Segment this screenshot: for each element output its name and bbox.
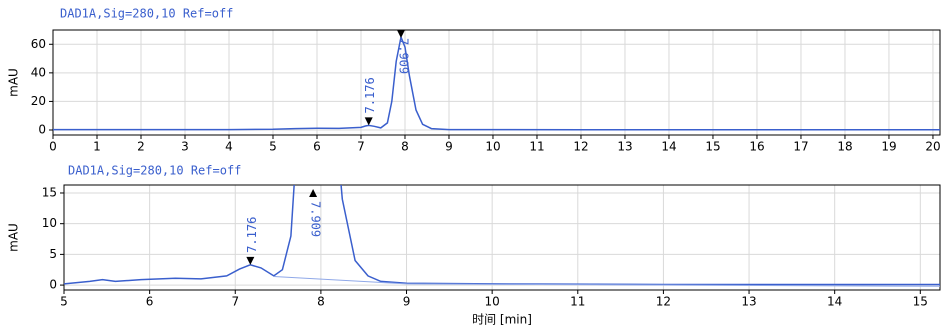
x-tick-label: 12 [573,140,588,154]
y-tick-label: 5 [49,247,57,261]
x-tick-label: 5 [269,140,277,154]
plot-frame [63,184,941,291]
x-tick-label: 10 [485,295,500,309]
x-tick-label: 3 [181,140,189,154]
x-tick-label: 15 [705,140,720,154]
peak-marker [246,256,255,265]
x-tick-label: 15 [913,295,928,309]
y-tick-label: 0 [38,123,46,137]
y-axis-label: mAU [7,68,21,97]
y-tick-label: 60 [31,37,46,51]
x-tick-label: 0 [49,140,57,154]
x-axis-label: 时间 [min] [472,313,532,327]
x-tick-label: 4 [225,140,233,154]
peak-label: 7.909 [396,38,410,74]
chart-title: DAD1A,Sig=280,10 Ref=off [60,7,233,21]
chart-panel: DAD1A,Sig=280,10 Ref=off mAU 时间 [min] 5 6 7 8 9… [7,164,941,327]
peak-marker [396,30,405,38]
peak-label: 7.176 [245,217,259,253]
trace-line [53,34,940,131]
trace-line [64,185,940,286]
y-tick-label: 0 [49,278,57,292]
peak-marker [364,117,373,126]
y-tick-label: 40 [31,65,46,79]
x-tick-label: 11 [529,140,544,154]
peak-label: 7.909 [309,201,323,237]
x-tick-label: 2 [137,140,145,154]
y-tick-label: 10 [42,216,57,230]
x-tick-label: 8 [317,295,325,309]
x-tick-label: 14 [827,295,842,309]
x-tick-label: 18 [837,140,852,154]
peak-label: 7.176 [363,77,377,113]
x-tick-label: 9 [403,295,411,309]
x-tick-label: 9 [445,140,453,154]
x-tick-label: 10 [485,140,500,154]
y-axis-label: mAU [7,223,21,252]
peak-marker [309,189,318,197]
x-tick-label: 12 [656,295,671,309]
y-tick-label: 15 [42,185,57,199]
x-tick-label: 7 [231,295,239,309]
x-tick-label: 14 [661,140,676,154]
x-tick-label: 6 [146,295,154,309]
x-tick-label: 13 [741,295,756,309]
y-tick-label: 20 [31,94,46,108]
x-tick-label: 19 [881,140,896,154]
x-tick-label: 8 [401,140,409,154]
x-tick-label: 11 [570,295,585,309]
x-tick-label: 16 [749,140,764,154]
x-tick-label: 20 [925,140,940,154]
trace-line [273,276,940,287]
x-tick-label: 13 [617,140,632,154]
plot-frame [52,29,941,136]
x-tick-label: 5 [60,295,68,309]
x-tick-label: 7 [357,140,365,154]
chart-title: DAD1A,Sig=280,10 Ref=off [68,164,241,178]
x-tick-label: 17 [793,140,808,154]
x-tick-label: 6 [313,140,321,154]
x-tick-label: 1 [93,140,101,154]
